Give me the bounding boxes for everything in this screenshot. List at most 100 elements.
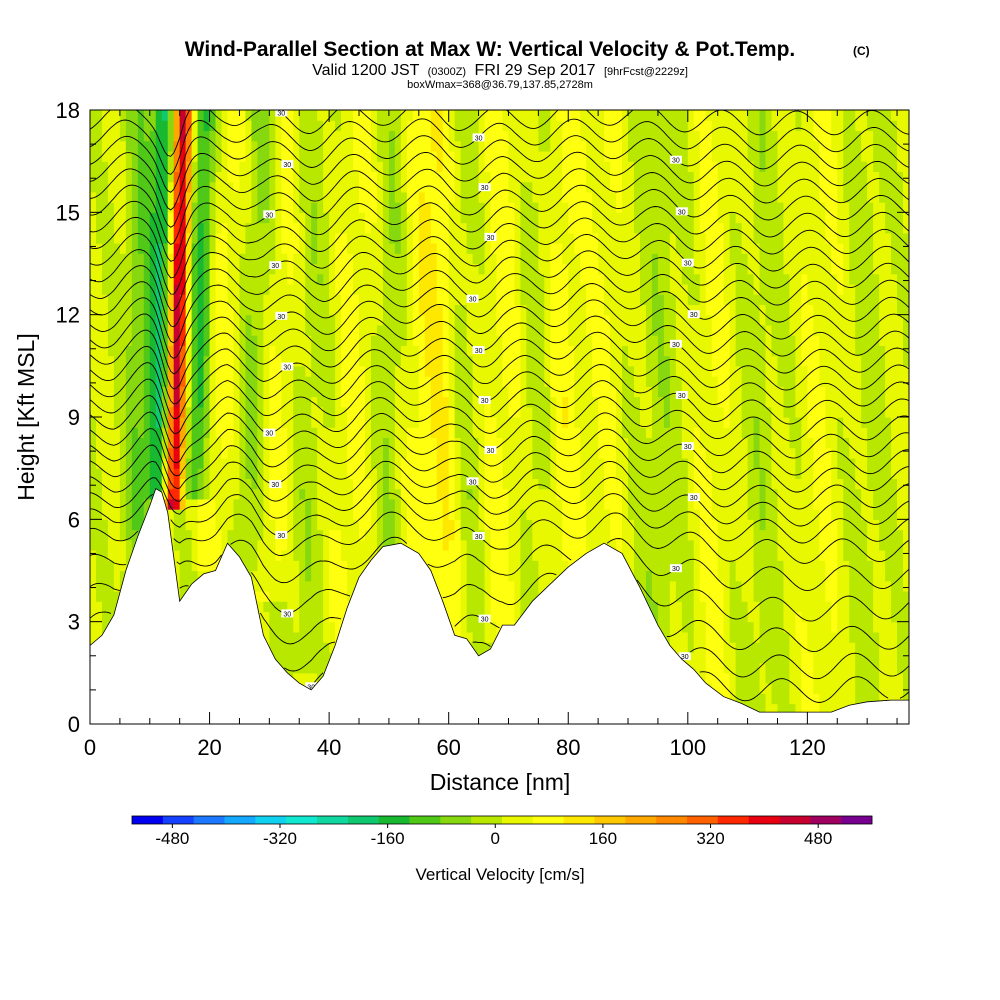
velocity-cell xyxy=(287,335,294,346)
velocity-cell xyxy=(520,550,527,561)
velocity-cell xyxy=(245,150,253,162)
velocity-cell xyxy=(335,110,342,121)
velocity-cell xyxy=(526,181,533,193)
velocity-cell xyxy=(281,365,288,377)
velocity-cell xyxy=(442,263,450,275)
velocity-cell xyxy=(263,171,270,183)
velocity-cell xyxy=(562,457,569,469)
velocity-cell xyxy=(496,529,504,541)
velocity-cell xyxy=(532,130,539,142)
velocity-cell xyxy=(95,427,103,439)
velocity-cell xyxy=(119,570,127,582)
velocity-cell xyxy=(269,447,276,459)
velocity-cell xyxy=(269,550,276,561)
velocity-cell xyxy=(209,212,217,224)
velocity-cell xyxy=(508,386,516,398)
velocity-cell xyxy=(550,539,557,551)
velocity-cell xyxy=(149,263,157,275)
velocity-cell xyxy=(496,181,504,193)
velocity-cell xyxy=(287,304,294,316)
velocity-cell xyxy=(317,447,324,459)
velocity-cell xyxy=(538,273,545,285)
velocity-cell xyxy=(203,283,211,295)
velocity-cell xyxy=(329,590,336,602)
velocity-cell xyxy=(556,324,563,336)
velocity-cell xyxy=(460,222,468,234)
velocity-cell xyxy=(209,283,217,295)
velocity-cell xyxy=(544,386,551,398)
velocity-cell xyxy=(550,488,557,500)
velocity-cell xyxy=(113,560,121,572)
velocity-cell xyxy=(496,314,504,326)
velocity-cell xyxy=(317,335,324,346)
velocity-cell xyxy=(197,457,205,469)
velocity-cell xyxy=(173,529,181,541)
velocity-cell xyxy=(347,202,354,213)
velocity-cell xyxy=(269,253,276,265)
velocity-cell xyxy=(442,498,450,510)
velocity-cell xyxy=(299,243,306,254)
velocity-cell xyxy=(293,437,300,449)
velocity-cell xyxy=(287,120,294,132)
velocity-cell xyxy=(347,232,354,244)
velocity-cell xyxy=(317,120,324,132)
velocity-cell xyxy=(239,335,247,346)
velocity-cell xyxy=(466,324,474,336)
velocity-cell xyxy=(245,498,253,510)
velocity-cell xyxy=(221,355,229,367)
velocity-cell xyxy=(275,519,282,531)
velocity-cell xyxy=(101,570,109,582)
velocity-cell xyxy=(107,611,115,623)
velocity-cell xyxy=(478,294,486,306)
velocity-cell xyxy=(484,140,492,152)
velocity-cell xyxy=(496,580,504,592)
velocity-cell xyxy=(364,130,372,142)
velocity-cell xyxy=(245,222,253,234)
velocity-cell xyxy=(263,601,270,613)
velocity-cell xyxy=(323,642,330,653)
velocity-cell xyxy=(143,130,151,142)
velocity-cell xyxy=(311,427,318,439)
velocity-cell xyxy=(335,345,342,357)
velocity-cell xyxy=(203,529,211,541)
velocity-cell xyxy=(161,171,169,183)
velocity-cell xyxy=(520,212,527,224)
velocity-cell xyxy=(263,150,270,162)
velocity-cell xyxy=(454,150,462,162)
velocity-cell xyxy=(484,171,492,183)
velocity-cell xyxy=(490,120,498,132)
velocity-cell xyxy=(574,550,581,561)
velocity-cell xyxy=(149,222,157,234)
velocity-cell xyxy=(341,130,348,142)
velocity-cell xyxy=(484,631,492,643)
velocity-cell xyxy=(388,232,396,244)
velocity-cell xyxy=(562,335,569,346)
velocity-cell xyxy=(281,570,288,582)
velocity-cell xyxy=(251,324,258,336)
velocity-cell xyxy=(257,417,264,428)
velocity-cell xyxy=(526,457,533,469)
velocity-cell xyxy=(550,468,557,479)
velocity-cell xyxy=(418,457,426,469)
velocity-cell xyxy=(101,457,109,469)
velocity-cell xyxy=(562,202,569,213)
velocity-cell xyxy=(359,283,366,295)
velocity-cell xyxy=(382,140,390,152)
velocity-cell xyxy=(335,191,342,203)
velocity-cell xyxy=(179,314,187,326)
velocity-cell xyxy=(490,335,498,346)
velocity-cell xyxy=(269,314,276,326)
velocity-cell xyxy=(281,427,288,439)
velocity-cell xyxy=(490,304,498,316)
velocity-cell xyxy=(568,427,575,439)
velocity-cell xyxy=(119,560,127,572)
velocity-cell xyxy=(454,324,462,336)
velocity-cell xyxy=(478,222,486,234)
velocity-cell xyxy=(376,406,384,418)
velocity-cell xyxy=(484,243,492,254)
velocity-cell xyxy=(376,324,384,336)
velocity-cell xyxy=(538,130,545,142)
velocity-cell xyxy=(191,202,199,213)
velocity-cell xyxy=(317,539,324,551)
velocity-cell xyxy=(382,222,390,234)
